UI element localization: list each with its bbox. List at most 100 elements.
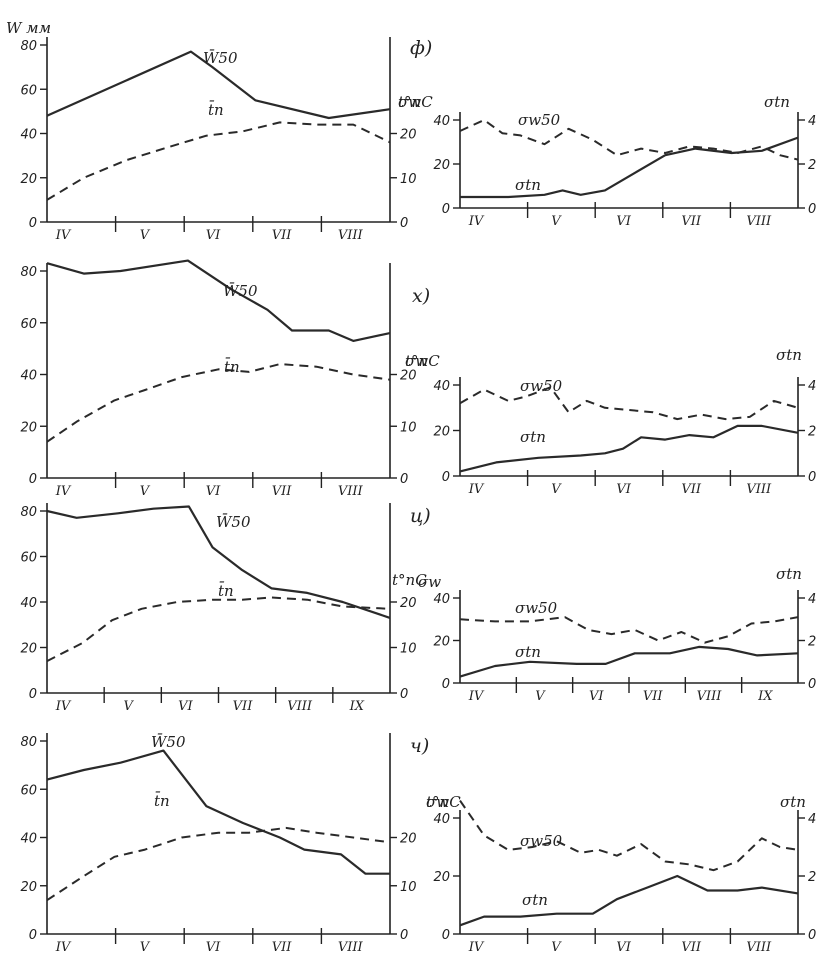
x-month-label: VI: [616, 940, 631, 955]
series-label: t̄n: [218, 582, 234, 600]
series-label: σtn: [515, 176, 541, 194]
series-line-temperature: [459, 386, 799, 421]
y-tick-label: 0: [29, 928, 37, 943]
y-tick-label: 60: [20, 783, 37, 798]
series-line-temperature: [459, 800, 799, 872]
y2-tick-label: 20: [400, 128, 417, 143]
series-label: t̄n: [208, 101, 224, 119]
y2-axis-title: σtn: [776, 565, 802, 583]
y2-tick-label: 2: [808, 425, 816, 440]
y-tick-label: 80: [20, 39, 37, 54]
x-month-label: VI: [589, 689, 604, 704]
x-month-label: IX: [757, 689, 773, 704]
panel-label: ц): [410, 505, 431, 527]
x-month-label: V: [140, 228, 151, 243]
x-month-label: VII: [643, 689, 664, 704]
y-tick-label: 60: [20, 317, 37, 332]
y-tick-label: 0: [442, 677, 450, 692]
y2-axis-title: σtn: [764, 93, 790, 111]
chart-3-left: 0 20 40 60 80 0 10 20 IV V VI VII VIII W̄50 t̄n t°nC х): [20, 259, 440, 499]
y-tick-label: 20: [433, 635, 450, 650]
y2-axis-title: t°nC: [405, 352, 440, 370]
y2-tick-label: 0: [400, 472, 408, 487]
x-month-label: V: [140, 940, 151, 955]
y2-tick-label: 10: [400, 642, 417, 657]
series-label: t̄n: [224, 358, 240, 376]
series-line-temperature: [459, 119, 799, 161]
x-month-label: VIII: [338, 228, 364, 243]
series-label: W̄50: [216, 513, 251, 531]
series-line-wind: [46, 259, 391, 342]
x-month-label: VI: [206, 940, 221, 955]
y-tick-label: 20: [20, 880, 37, 895]
y-tick-label: 40: [20, 596, 37, 611]
y-tick-label: 20: [20, 420, 37, 435]
y2-tick-label: 20: [400, 832, 417, 847]
y-tick-label: 60: [20, 83, 37, 98]
x-month-label: V: [551, 940, 562, 955]
series-line-temperature: [46, 596, 391, 662]
x-month-label: VIII: [746, 214, 772, 229]
y-tick-label: 0: [29, 687, 37, 702]
y-tick-label: 40: [20, 832, 37, 847]
series-line-temperature: [46, 121, 391, 201]
y2-tick-label: 4: [808, 592, 816, 607]
y-tick-label: 60: [20, 551, 37, 566]
x-month-label: VI: [206, 228, 221, 243]
y-tick-label: 40: [433, 592, 450, 607]
x-month-label: VIII: [746, 940, 772, 955]
y2-tick-label: 10: [400, 420, 417, 435]
y-tick-label: 0: [442, 928, 450, 943]
y2-tick-label: 0: [400, 687, 408, 702]
y-tick-label: 0: [29, 472, 37, 487]
y-tick-label: 20: [433, 425, 450, 440]
y-tick-label: 40: [20, 128, 37, 143]
x-month-label: VIII: [338, 940, 364, 955]
series-line-temperature: [46, 826, 391, 902]
series-label: σtn: [522, 891, 548, 909]
x-month-label: VII: [272, 940, 293, 955]
x-month-label: VI: [616, 482, 631, 497]
series-line-wind: [459, 424, 799, 473]
x-month-label: VI: [616, 214, 631, 229]
y2-tick-label: 0: [808, 928, 816, 943]
series-line-wind: [460, 136, 799, 199]
x-month-label: VI: [206, 484, 221, 499]
y2-tick-label: 10: [400, 172, 417, 187]
x-month-label: IV: [55, 699, 72, 714]
y-tick-label: 0: [442, 202, 450, 217]
x-month-label: VIII: [287, 699, 313, 714]
y-tick-label: 0: [29, 216, 37, 231]
x-month-label: VII: [681, 482, 702, 497]
y-tick-label: 40: [20, 369, 37, 384]
series-line-wind: [46, 749, 390, 875]
y-axis-title: σw: [418, 573, 441, 591]
series-line-wind: [459, 874, 799, 927]
chart-5-left: 0 20 40 60 80 0 10 20 IV V VI VII VIII IX W̄50 t̄n t°nC ц…: [20, 503, 431, 714]
y-tick-label: 20: [433, 158, 450, 173]
y-axis-title: σw: [405, 352, 428, 370]
series-label: W̄50: [151, 733, 186, 751]
x-month-label: IV: [468, 214, 485, 229]
series-label: σw50: [515, 599, 558, 617]
series-label: W̄50: [223, 282, 258, 300]
panel-label: ч): [410, 735, 429, 757]
x-month-label: VII: [681, 940, 702, 955]
x-month-label: VII: [233, 699, 254, 714]
y2-tick-label: 2: [808, 870, 816, 885]
y2-tick-label: 4: [808, 812, 816, 827]
series-label: σtn: [515, 643, 541, 661]
series-line-wind: [459, 645, 799, 678]
y2-tick-label: 0: [808, 677, 816, 692]
y2-tick-label: 10: [400, 880, 417, 895]
y2-axis-title: t°nC: [426, 793, 461, 811]
y-tick-label: 80: [20, 735, 37, 750]
series-line-wind: [46, 505, 391, 619]
series-label: σtn: [520, 428, 546, 446]
y2-axis-title: t°nC: [398, 93, 433, 111]
y2-tick-label: 20: [400, 596, 417, 611]
series-label: σw50: [520, 377, 563, 395]
y-tick-label: 40: [433, 812, 450, 827]
y-tick-label: 80: [20, 265, 37, 280]
